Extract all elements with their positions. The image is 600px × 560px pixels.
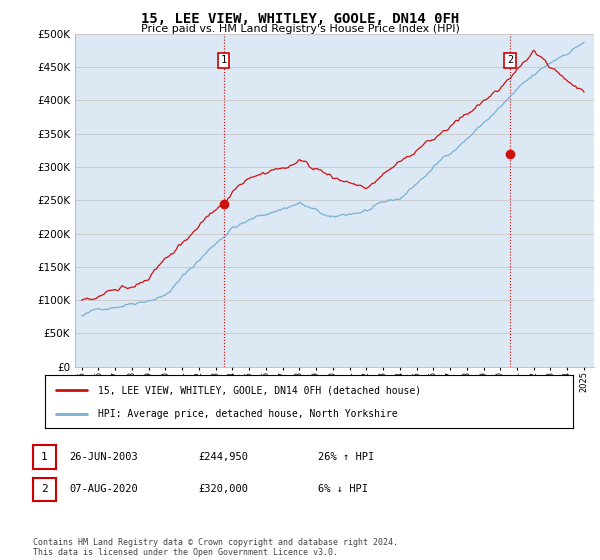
Text: 26% ↑ HPI: 26% ↑ HPI [318,452,374,462]
Text: 2: 2 [507,55,513,66]
Text: 26-JUN-2003: 26-JUN-2003 [69,452,138,462]
Text: 1: 1 [41,452,48,462]
Text: £320,000: £320,000 [198,484,248,494]
Text: 2: 2 [41,484,48,494]
Text: Price paid vs. HM Land Registry's House Price Index (HPI): Price paid vs. HM Land Registry's House … [140,24,460,34]
Text: 1: 1 [221,55,227,66]
Text: 6% ↓ HPI: 6% ↓ HPI [318,484,368,494]
Text: 07-AUG-2020: 07-AUG-2020 [69,484,138,494]
Text: HPI: Average price, detached house, North Yorkshire: HPI: Average price, detached house, Nort… [98,408,397,418]
Text: Contains HM Land Registry data © Crown copyright and database right 2024.
This d: Contains HM Land Registry data © Crown c… [33,538,398,557]
Text: 15, LEE VIEW, WHITLEY, GOOLE, DN14 0FH (detached house): 15, LEE VIEW, WHITLEY, GOOLE, DN14 0FH (… [98,385,421,395]
Text: 15, LEE VIEW, WHITLEY, GOOLE, DN14 0FH: 15, LEE VIEW, WHITLEY, GOOLE, DN14 0FH [141,12,459,26]
Text: £244,950: £244,950 [198,452,248,462]
